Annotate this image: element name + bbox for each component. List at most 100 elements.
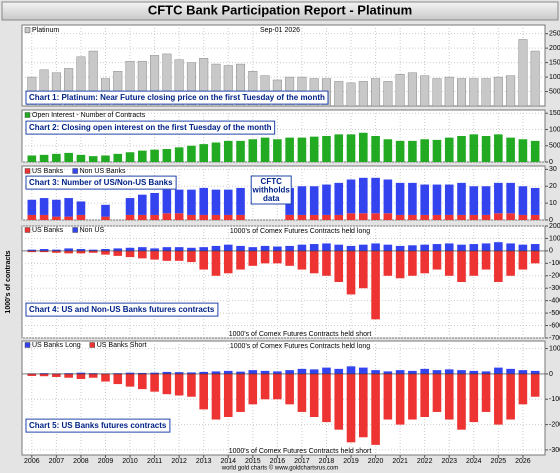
y-tick-label: 1500 — [549, 59, 560, 66]
bar — [199, 250, 208, 270]
bar — [187, 250, 196, 263]
bar — [359, 177, 368, 214]
bar — [125, 198, 135, 215]
bar — [174, 372, 184, 374]
bar — [297, 186, 307, 215]
bar — [334, 368, 344, 374]
x-tick-label: 2021 — [392, 458, 408, 465]
bar — [432, 370, 442, 374]
bar — [223, 370, 233, 374]
bar — [420, 214, 429, 220]
bar — [408, 182, 417, 215]
bar — [150, 250, 159, 260]
bar — [187, 189, 196, 215]
bar — [530, 187, 540, 215]
bar — [88, 50, 98, 107]
bar — [211, 214, 221, 220]
bar — [248, 250, 258, 266]
y-tick-label: -50000 — [549, 310, 560, 317]
chart-label: Chart 4: US and Non-US Banks futures con… — [29, 305, 215, 314]
bar — [530, 370, 540, 374]
bar — [408, 140, 417, 162]
bar — [518, 370, 528, 374]
bar — [88, 156, 98, 162]
bar — [530, 244, 540, 251]
bar — [162, 373, 172, 395]
bar — [162, 53, 172, 107]
bar — [297, 250, 307, 270]
y-tick-label: 10 — [549, 200, 557, 207]
bar — [113, 250, 123, 256]
bar — [457, 373, 466, 430]
bar — [113, 71, 123, 107]
bar — [52, 249, 61, 251]
legend-label: Non US Banks — [80, 168, 126, 175]
bar — [88, 373, 98, 378]
legend-swatch — [24, 27, 31, 33]
bar — [223, 140, 233, 162]
legend-swatch — [24, 342, 31, 348]
annotation-box — [250, 175, 292, 205]
bar — [408, 214, 417, 220]
bar — [506, 243, 515, 251]
bar — [395, 182, 405, 215]
bar — [395, 214, 405, 220]
y-tick-label: 10000 — [549, 345, 560, 352]
bar — [346, 213, 356, 220]
bar — [125, 214, 135, 220]
bar — [39, 249, 49, 251]
title-bar — [1, 1, 559, 21]
bar — [125, 247, 135, 251]
bar — [444, 76, 454, 107]
bar — [52, 199, 61, 217]
bar — [530, 373, 540, 397]
bar — [346, 245, 356, 251]
bar — [469, 244, 479, 251]
y-tick-label: -30000 — [549, 285, 560, 292]
bar — [469, 78, 479, 107]
legend-swatch — [24, 112, 31, 118]
bar — [444, 184, 454, 215]
bar — [383, 179, 393, 214]
bar — [199, 144, 208, 162]
bar — [309, 369, 319, 374]
bar — [383, 213, 393, 220]
bar — [383, 250, 393, 276]
bar — [395, 250, 405, 279]
bar — [359, 213, 368, 220]
bar — [236, 63, 246, 107]
bar — [407, 72, 417, 107]
bar — [506, 75, 516, 107]
bar — [27, 250, 37, 253]
bar — [64, 248, 73, 251]
bar — [27, 155, 37, 162]
bar — [211, 142, 221, 162]
bar — [260, 245, 270, 251]
bar — [334, 81, 344, 107]
bar — [395, 245, 405, 251]
bar — [236, 140, 245, 162]
x-tick-label: 2025 — [491, 458, 507, 465]
bar — [420, 368, 429, 374]
bar — [346, 134, 356, 162]
bar — [395, 140, 405, 162]
x-tick-label: 2017 — [294, 458, 310, 465]
x-tick-label: 2018 — [319, 458, 335, 465]
bar — [248, 373, 258, 405]
bar — [223, 214, 233, 220]
bar — [457, 182, 466, 215]
bar — [76, 250, 86, 254]
bar — [162, 189, 172, 214]
legend-label: US Banks Long — [32, 342, 81, 349]
bar — [494, 213, 503, 220]
x-tick-label: 2012 — [171, 458, 187, 465]
bar — [236, 245, 245, 251]
bar — [322, 367, 331, 374]
bar — [506, 368, 515, 374]
bar — [506, 250, 515, 276]
bar — [420, 75, 430, 107]
bar — [51, 72, 61, 107]
chart-label-box — [25, 120, 276, 135]
bar — [346, 373, 356, 443]
y-tick-label: -20000 — [549, 421, 560, 428]
